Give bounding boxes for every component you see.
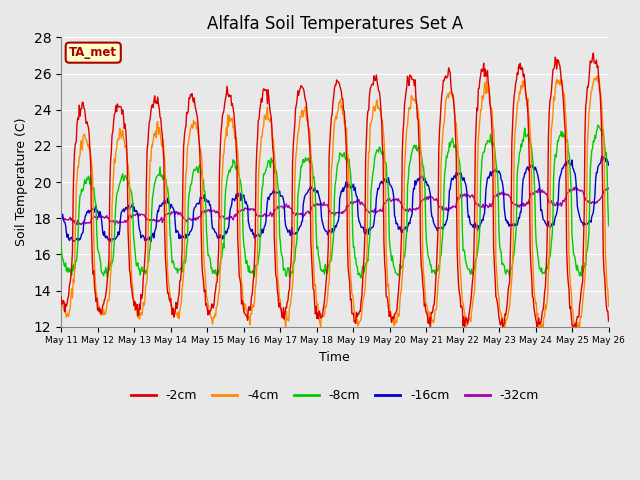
Y-axis label: Soil Temperature (C): Soil Temperature (C) <box>15 118 28 246</box>
Legend: -2cm, -4cm, -8cm, -16cm, -32cm: -2cm, -4cm, -8cm, -16cm, -32cm <box>125 384 544 408</box>
X-axis label: Time: Time <box>319 351 350 364</box>
Text: TA_met: TA_met <box>69 46 117 59</box>
Title: Alfalfa Soil Temperatures Set A: Alfalfa Soil Temperatures Set A <box>207 15 463 33</box>
